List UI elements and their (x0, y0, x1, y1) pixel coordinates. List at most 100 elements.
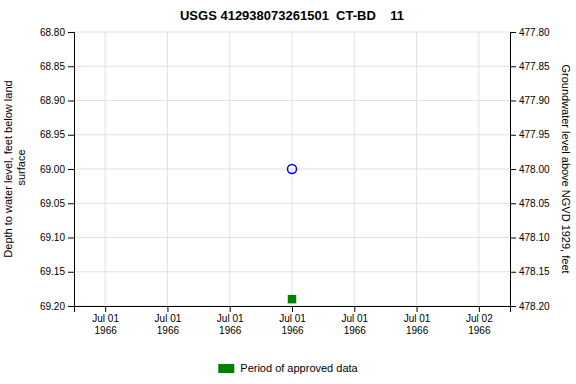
x-axis: Jul 011966Jul 011966Jul 011966Jul 011966… (75, 306, 511, 336)
x-tick-label-line: 1966 (344, 325, 367, 336)
y2-tick-label: 477.80 (519, 27, 550, 38)
y-tick-label: 68.85 (40, 61, 65, 72)
y-tick-mark (68, 272, 74, 273)
y2-tick: 477.95 (510, 129, 550, 140)
x-tick-mark (417, 306, 418, 312)
y-axis-line (68, 33, 75, 307)
grid (74, 32, 510, 306)
y2-tick-label: 478.20 (519, 301, 550, 312)
y-tick-label: 69.00 (40, 164, 65, 175)
y2-tick: 478.20 (510, 301, 550, 312)
y-tick: 69.15 (40, 266, 74, 277)
y-axis-title-line: surface (15, 149, 27, 188)
x-axis-line (75, 307, 511, 313)
x-tick-label-line: 1966 (157, 325, 180, 336)
grid-line-x (416, 32, 417, 306)
y2-tick-label: 477.90 (519, 95, 550, 106)
grid-line-x (105, 32, 106, 306)
marks (288, 165, 297, 303)
y-tick-label: 68.95 (40, 129, 65, 140)
grid-line-x (229, 32, 230, 306)
y-tick-label: 68.80 (40, 27, 65, 38)
x-tick-mark (292, 306, 293, 312)
legend-swatch (218, 364, 234, 373)
x-tick-label-line: Jul 01 (217, 313, 244, 324)
y-tick-mark (68, 306, 74, 307)
x-tick: Jul 011966 (92, 306, 119, 336)
grid-line-x (292, 32, 293, 306)
y-tick: 68.85 (40, 61, 74, 72)
x-tick-label-line: 1966 (468, 325, 491, 336)
x-tick-label-line: Jul 01 (341, 313, 368, 324)
chart-svg: Jul 011966Jul 011966Jul 011966Jul 011966… (0, 0, 576, 384)
y2-tick-mark (510, 101, 516, 102)
point (289, 296, 296, 303)
x-tick: Jul 011966 (279, 306, 306, 336)
y2-tick: 478.10 (510, 232, 550, 243)
x-tick-label-line: Jul 02 (466, 313, 493, 324)
y-tick-mark (68, 32, 74, 33)
x-tick: Jul 011966 (217, 306, 244, 336)
grid-line-x (478, 32, 479, 306)
y2-tick-label: 477.85 (519, 61, 550, 72)
x-tick: Jul 011966 (341, 306, 368, 336)
y-tick-mark (68, 203, 74, 204)
x-tick-label-line: 1966 (281, 325, 304, 336)
y2-tick-label: 478.10 (519, 232, 550, 243)
y-tick: 68.80 (40, 27, 74, 38)
x-tick-label-line: Jul 01 (155, 313, 182, 324)
y2-tick-mark (510, 169, 516, 170)
y-tick: 69.05 (40, 198, 74, 209)
y2-tick: 477.80 (510, 27, 550, 38)
x-tick-label: Jul 011966 (217, 313, 244, 336)
x-tick: Jul 011966 (155, 306, 182, 336)
y-tick-label: 69.15 (40, 266, 65, 277)
series (289, 296, 296, 303)
x-tick-label: Jul 011966 (279, 313, 306, 336)
y2-tick-mark (510, 32, 516, 33)
y-tick: 69.00 (40, 164, 74, 175)
plot-area: Jul 011966Jul 011966Jul 011966Jul 011966… (40, 27, 550, 336)
x-tick-label-line: Jul 01 (279, 313, 306, 324)
y2-tick-mark (510, 238, 516, 239)
title: USGS 412938073261501 CT-BD 11 (180, 8, 404, 23)
y2-axis-line (511, 33, 517, 307)
y-tick-label: 69.10 (40, 232, 65, 243)
x-tick-label: Jul 011966 (341, 313, 368, 336)
y-tick: 69.20 (40, 301, 74, 312)
y2-tick-label: 478.05 (519, 198, 550, 209)
chart-container: Jul 011966Jul 011966Jul 011966Jul 011966… (0, 0, 576, 384)
y2-tick: 477.85 (510, 61, 550, 72)
x-tick-mark (167, 306, 168, 312)
y-tick-mark (68, 66, 74, 67)
x-tick-label: Jul 011966 (92, 313, 119, 336)
y-tick: 68.95 (40, 129, 74, 140)
x-tick-label: Jul 011966 (155, 313, 182, 336)
y2-tick-label: 477.95 (519, 129, 550, 140)
y2-axis-title: Groundwater level above NGVD 1929, feet (560, 64, 572, 273)
legend-label: Period of approved data (240, 362, 358, 374)
y-tick-label: 69.20 (40, 301, 65, 312)
series (288, 165, 297, 174)
y2-tick-label: 478.15 (519, 266, 550, 277)
y-axis-title-line: Depth to water level, feet below land (2, 80, 14, 257)
x-tick-label-line: 1966 (95, 325, 118, 336)
y2-tick-mark (510, 66, 516, 67)
y2-tick: 478.15 (510, 266, 550, 277)
x-tick-label-line: 1966 (406, 325, 429, 336)
x-tick-label-line: Jul 01 (404, 313, 431, 324)
x-tick-label: Jul 021966 (466, 313, 493, 336)
x-tick-label: Jul 011966 (404, 313, 431, 336)
y-tick: 69.10 (40, 232, 74, 243)
y2-tick-mark (510, 306, 516, 307)
x-tick-mark (479, 306, 480, 312)
y-axis-title: Depth to water level, feet below land su… (2, 80, 27, 257)
grid-line-x (354, 32, 355, 306)
x-tick-mark (354, 306, 355, 312)
legend: Period of approved data (218, 362, 358, 374)
y-tick-label: 69.05 (40, 198, 65, 209)
y2-tick: 478.00 (510, 164, 550, 175)
y-tick-mark (68, 238, 74, 239)
y2-tick-mark (510, 272, 516, 273)
point (288, 165, 297, 174)
